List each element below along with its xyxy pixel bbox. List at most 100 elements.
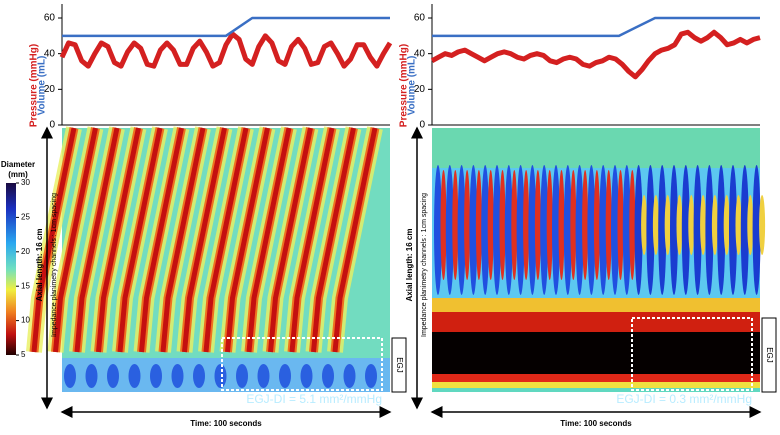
heat-blob xyxy=(552,165,560,295)
series-line xyxy=(59,31,393,69)
heat-blob xyxy=(723,195,730,255)
heat-blob xyxy=(322,364,334,388)
heat-blob xyxy=(493,165,501,295)
colorbar xyxy=(6,183,16,355)
heat-blob xyxy=(629,170,636,280)
colorbar-tick-label: 5 xyxy=(21,350,26,359)
heat-band xyxy=(432,312,760,334)
y-axis-label: Impedance planimetry channels : 1cm spac… xyxy=(51,193,58,337)
heat-blob xyxy=(534,170,541,280)
heat-blob xyxy=(452,170,459,280)
egj-label: EGJ xyxy=(395,357,404,373)
heat-blob xyxy=(747,195,754,255)
heat-top xyxy=(432,128,760,168)
heat-blob xyxy=(64,364,76,388)
heat-blob xyxy=(664,195,671,255)
heat-core xyxy=(53,127,98,353)
heat-core xyxy=(225,127,270,353)
heat-blob xyxy=(611,165,619,295)
x-axis-label: Time: 100 seconds xyxy=(190,419,262,428)
egj-marker xyxy=(761,317,777,393)
heat-blob xyxy=(107,364,119,388)
heat-blob xyxy=(487,170,494,280)
heat-blob xyxy=(593,170,600,280)
heat-blob xyxy=(279,364,291,388)
heat-blob xyxy=(617,170,624,280)
heat-blob xyxy=(128,364,141,388)
heat-core xyxy=(332,127,378,353)
heat-blob xyxy=(670,165,678,295)
colorbar-tick-label: 25 xyxy=(21,213,30,222)
colorbar-tick-label: 10 xyxy=(21,316,30,325)
heat-blob xyxy=(759,195,766,255)
heat-core xyxy=(160,127,206,353)
heat-blob xyxy=(445,165,454,295)
heat-blob xyxy=(705,165,714,295)
x-axis-label: Time: 100 seconds xyxy=(560,419,632,428)
heatmap xyxy=(26,126,390,392)
heat-blob xyxy=(546,170,553,280)
heat-blob xyxy=(257,364,270,388)
heat-blob xyxy=(558,170,565,280)
y-tick-label: 0 xyxy=(49,120,55,131)
egj-box xyxy=(631,317,753,391)
heat-blob xyxy=(599,165,608,295)
y-tick-label: 60 xyxy=(414,13,426,24)
heat-blob xyxy=(587,165,596,295)
heat-blob xyxy=(729,165,737,295)
colorbar-title: Diameter (mm) xyxy=(1,160,35,179)
heat-blob xyxy=(582,170,589,280)
heat-core xyxy=(31,127,77,353)
heatmap xyxy=(432,128,766,392)
heat-blob xyxy=(469,165,478,295)
heat-core xyxy=(182,127,227,353)
heat-band xyxy=(432,382,760,388)
annotation: EGJ-DI = 5.1 mm²/mmHg xyxy=(246,392,382,406)
y-tick-label: 0 xyxy=(419,120,425,131)
colorbar-tick-label: 20 xyxy=(21,247,30,256)
heat-blob xyxy=(193,364,205,388)
heat-core xyxy=(96,127,141,353)
y-tick-label: 20 xyxy=(414,84,426,95)
colorbar-tick-label: 30 xyxy=(21,178,30,187)
heat-blob xyxy=(658,165,667,295)
heat-blob xyxy=(605,170,612,280)
heat-blob xyxy=(85,364,98,388)
axis-label: Pressure (mmHg) xyxy=(29,44,40,127)
heat-blob xyxy=(570,170,577,280)
heat-blob xyxy=(523,170,530,280)
heat-blob xyxy=(693,165,702,295)
y-axis-label: Axial length: 16 cm xyxy=(35,229,44,302)
heat-blob xyxy=(752,165,761,295)
heat-blob xyxy=(711,195,718,255)
egj-label: EGJ xyxy=(765,347,774,363)
annotation: EGJ-DI = 0.3 mm²/mmHg xyxy=(616,392,752,406)
heat-blob xyxy=(575,165,584,295)
heat-blob xyxy=(740,165,749,295)
heat-blob xyxy=(516,165,525,295)
heat-core xyxy=(432,332,760,374)
heat-core xyxy=(74,127,120,353)
heat-blob xyxy=(171,364,184,388)
colorbar-title-line: Diameter xyxy=(1,160,35,169)
heat-blob xyxy=(150,364,162,388)
series-line xyxy=(430,29,761,80)
heat-core xyxy=(311,127,356,353)
heat-blob xyxy=(499,170,506,280)
heat-blob xyxy=(300,364,313,388)
heat-blob xyxy=(464,170,471,280)
heat-blob xyxy=(504,165,513,295)
heat-core xyxy=(289,127,335,353)
y-tick-label: 40 xyxy=(414,48,426,59)
heat-blob xyxy=(457,165,466,295)
heat-blob xyxy=(481,165,490,295)
heat-band xyxy=(432,374,760,382)
series-line xyxy=(432,16,760,38)
heat-core xyxy=(268,127,313,353)
egj-marker xyxy=(391,337,407,393)
heat-blob xyxy=(735,195,742,255)
heat-core xyxy=(117,127,163,353)
heat-blob xyxy=(641,195,648,255)
heat-band xyxy=(432,388,760,392)
